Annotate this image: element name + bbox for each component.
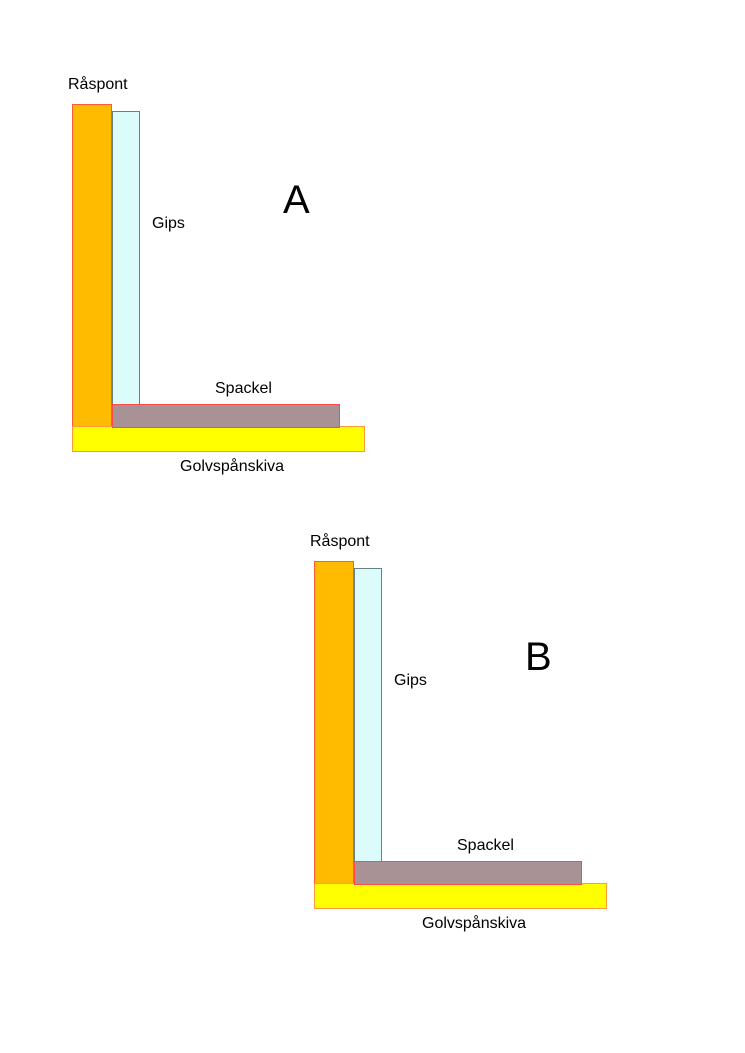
golvspanskiva-label: Golvspånskiva	[180, 458, 285, 475]
spackel-label: Spackel	[457, 837, 514, 854]
diagram-b: Råspont Gips Spackel Golvspånskiva B	[0, 457, 745, 937]
diagram-a: Råspont Gips Spackel Golvspånskiva A	[0, 0, 745, 480]
raspont-layer	[72, 104, 112, 428]
gips-label: Gips	[394, 672, 427, 689]
gips-label: Gips	[152, 215, 185, 232]
spackel-layer	[112, 404, 340, 428]
gips-layer	[112, 111, 140, 405]
raspont-label: Råspont	[310, 533, 370, 550]
gips-layer	[354, 568, 382, 862]
spackel-layer	[354, 861, 582, 885]
golvspanskiva-layer	[72, 426, 365, 452]
spackel-label: Spackel	[215, 380, 272, 397]
figure-letter: A	[283, 178, 310, 222]
raspont-layer	[314, 561, 354, 885]
golvspanskiva-layer	[314, 883, 607, 909]
raspont-label: Råspont	[68, 76, 128, 93]
golvspanskiva-label: Golvspånskiva	[422, 915, 527, 932]
figure-letter: B	[525, 635, 552, 679]
